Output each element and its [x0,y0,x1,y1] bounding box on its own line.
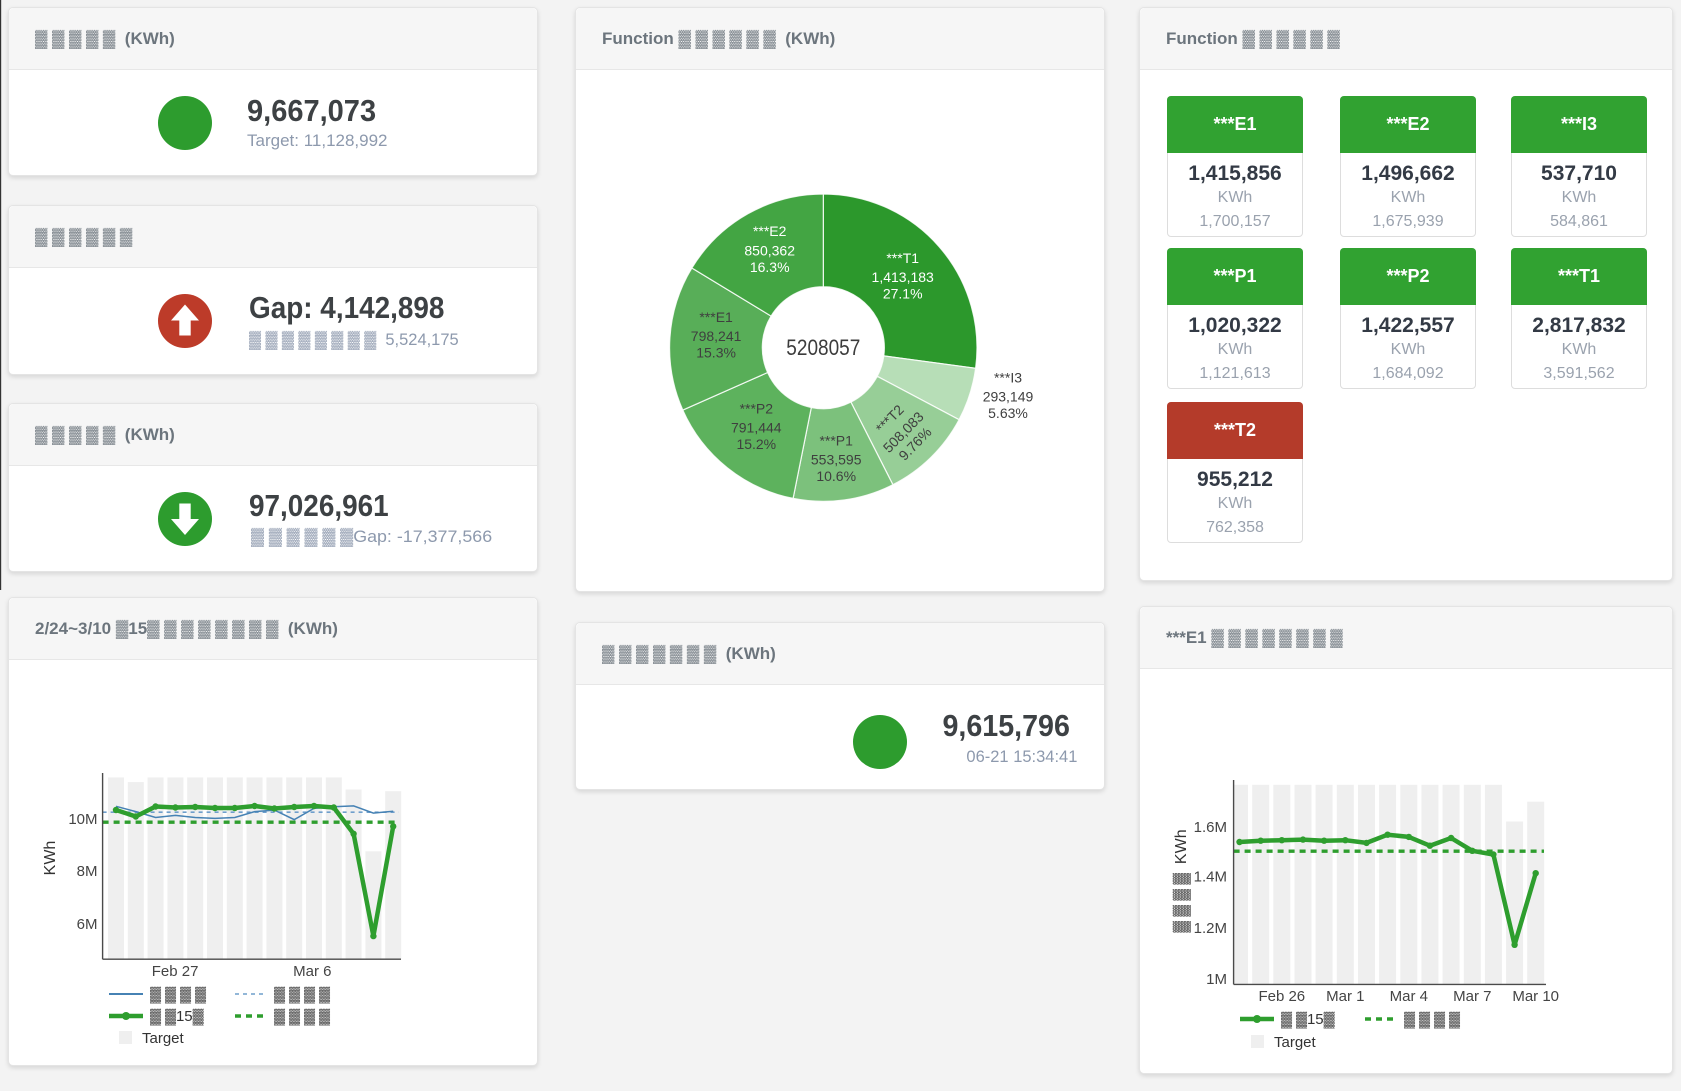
svg-text:791,444: 791,444 [731,420,782,436]
svg-text:15.2%: 15.2% [736,436,776,452]
svg-text:Mar 1: Mar 1 [1326,988,1364,1005]
svg-text:850,362: 850,362 [744,242,795,258]
svg-text:15.3%: 15.3% [696,344,736,360]
svg-text:6M: 6M [77,916,98,933]
svg-text:8M: 8M [77,863,98,880]
svg-text:1M: 1M [1206,971,1227,988]
svg-text:***I3: ***I3 [994,369,1022,385]
svg-text:293,149: 293,149 [983,388,1034,404]
svg-text:***E2: ***E2 [753,223,787,239]
svg-text:***P2: ***P2 [740,401,774,417]
svg-text:10.6%: 10.6% [816,468,856,484]
svg-text:1.6M: 1.6M [1194,819,1227,836]
svg-text:Mar 10: Mar 10 [1512,988,1559,1005]
svg-text:Mar 4: Mar 4 [1390,988,1428,1005]
svg-text:***T1: ***T1 [886,250,919,266]
svg-text:1,413,183: 1,413,183 [872,269,934,285]
svg-text:Mar 7: Mar 7 [1453,988,1491,1005]
svg-text:Mar 6: Mar 6 [293,963,331,980]
svg-text:10M: 10M [68,811,97,828]
svg-text:1.2M: 1.2M [1194,920,1227,937]
svg-text:553,595: 553,595 [811,452,862,468]
svg-text:***P1: ***P1 [819,433,853,449]
svg-text:Feb 26: Feb 26 [1258,988,1305,1005]
svg-text:798,241: 798,241 [691,328,742,344]
svg-text:***E1: ***E1 [699,309,733,325]
svg-text:16.3%: 16.3% [750,259,790,275]
svg-text:5.63%: 5.63% [988,405,1028,421]
svg-text:27.1%: 27.1% [883,285,923,301]
svg-text:1.4M: 1.4M [1194,869,1227,886]
svg-text:5208057: 5208057 [786,335,860,360]
svg-text:Feb 27: Feb 27 [152,963,199,980]
